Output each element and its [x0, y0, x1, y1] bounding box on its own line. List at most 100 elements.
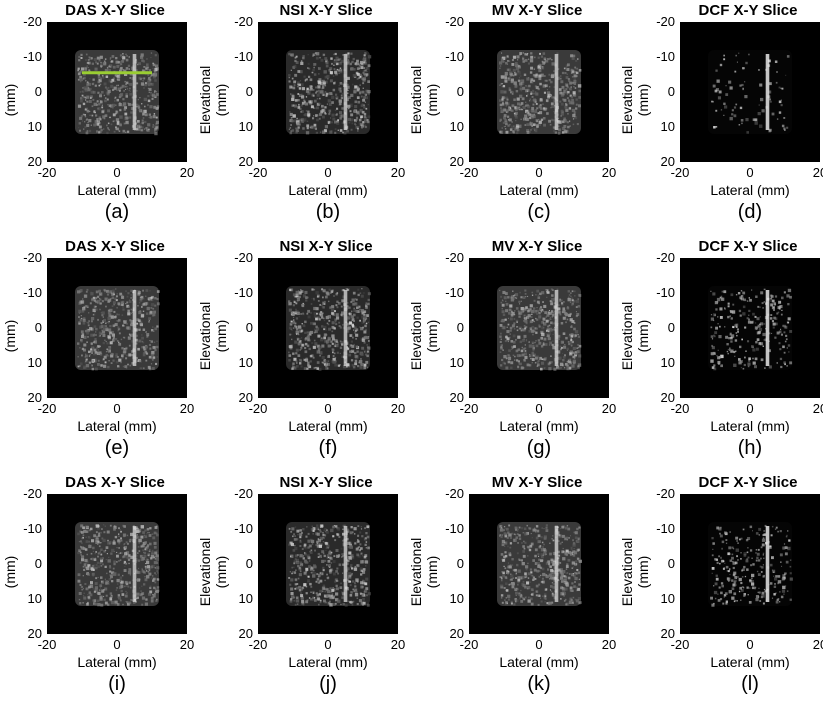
y-tick-label: -20	[234, 250, 253, 265]
x-tick-label: 0	[324, 165, 332, 180]
panel-title: NSI X-Y Slice	[279, 238, 373, 255]
panel-sublabel: (i)	[108, 673, 126, 695]
x-tick-label: 20	[812, 637, 823, 652]
panel-sublabel: (d)	[737, 201, 763, 223]
y-tick-label: 10	[449, 119, 464, 134]
speckle-region	[708, 522, 792, 606]
x-axis-label: Lateral (mm)	[77, 418, 157, 434]
panel-e: DAS X-Y Slice -20 -10 0 10 20 -20 0 20 Elevationa…	[0, 236, 205, 476]
panel-title: DAS X-Y Slice	[65, 238, 165, 255]
y-tick-label: 0	[667, 84, 675, 99]
x-axis-label: Lateral (mm)	[710, 418, 790, 434]
slice-image	[258, 258, 398, 398]
y-tick-label: 10	[238, 355, 253, 370]
x-tick-label: 20	[601, 401, 617, 416]
panel-title: DAS X-Y Slice	[65, 474, 165, 491]
y-axis-label: Elevational (mm)	[408, 301, 440, 371]
y-tick-label: 0	[245, 84, 253, 99]
slice-image	[47, 494, 187, 634]
y-tick-label: -10	[445, 49, 464, 64]
x-tick-label: 20	[179, 401, 195, 416]
x-axis-label: Lateral (mm)	[499, 182, 579, 198]
x-tick-label: -20	[670, 401, 690, 416]
panel-title: MV X-Y Slice	[491, 2, 583, 19]
panel-title: DAS X-Y Slice	[65, 2, 165, 19]
x-tick-label: -20	[37, 637, 57, 652]
panel-b: NSI X-Y Slice -20 -10 0 10 20 -20 0 20 Elevationa…	[197, 0, 416, 240]
x-tick-label: 20	[390, 401, 406, 416]
slice-svg	[708, 522, 793, 607]
y-tick-label: -10	[23, 521, 42, 536]
x-tick-label: 20	[812, 401, 823, 416]
y-tick-label: 20	[449, 390, 464, 405]
panel-j: NSI X-Y Slice -20 -10 0 10 20 -20 0 20 Elevationa…	[197, 472, 416, 712]
panel-c: MV X-Y Slice -20 -10 0 10 20 -20 0 20 Elevational…	[408, 0, 627, 240]
y-tick-label: -20	[656, 486, 675, 501]
y-tick-label: 10	[238, 591, 253, 606]
slice-svg	[286, 286, 371, 371]
slice-svg	[497, 286, 582, 371]
y-tick-label: -20	[234, 486, 253, 501]
x-tick-label: -20	[248, 401, 268, 416]
y-tick-label: 20	[27, 390, 42, 405]
panel-sublabel: (c)	[527, 201, 551, 223]
x-tick-label: -20	[37, 401, 57, 416]
x-axis-label: Lateral (mm)	[77, 182, 157, 198]
y-tick-label: 20	[449, 626, 464, 641]
y-axis-label: Elevational (mm)	[0, 65, 18, 135]
target-line	[343, 290, 348, 366]
slice-svg	[286, 522, 371, 607]
panel-i: DAS X-Y Slice -20 -10 0 10 20 -20 0 20 Elevationa…	[0, 472, 205, 712]
panel-sublabel: (l)	[741, 673, 759, 695]
target-line	[343, 54, 348, 130]
y-tick-label: -10	[23, 285, 42, 300]
y-tick-label: -10	[656, 285, 675, 300]
slice-svg	[286, 50, 372, 135]
x-tick-label: 0	[324, 637, 332, 652]
y-axis-label: Elevational (mm)	[619, 537, 651, 607]
speckle-texture	[499, 524, 582, 606]
y-tick-label: -10	[656, 521, 675, 536]
panel-sublabel: (f)	[318, 437, 338, 459]
panel-sublabel: (k)	[527, 673, 551, 695]
panel-sublabel: (b)	[315, 201, 341, 223]
panel-title: MV X-Y Slice	[491, 238, 583, 255]
y-axis-label: Elevational (mm)	[619, 301, 651, 371]
y-axis-label: Elevational (mm)	[619, 65, 651, 135]
x-tick-label: -20	[248, 165, 268, 180]
panel-sublabel: (a)	[104, 201, 130, 223]
y-tick-label: -20	[23, 250, 42, 265]
x-tick-label: -20	[670, 165, 690, 180]
panel-d: DCF X-Y Slice-20-1001020-20020Elevationa…	[619, 0, 823, 240]
x-tick-label: 0	[535, 165, 543, 180]
slice-image	[469, 22, 609, 162]
y-tick-label: 20	[660, 154, 675, 169]
y-tick-label: 20	[238, 390, 253, 405]
speckle-texture	[710, 524, 793, 607]
x-tick-label: 20	[179, 165, 195, 180]
slice-image	[47, 22, 187, 162]
x-tick-label: -20	[459, 637, 479, 652]
y-tick-label: -10	[23, 49, 42, 64]
x-axis-label: Lateral (mm)	[77, 654, 157, 670]
slice-svg	[75, 286, 160, 371]
y-tick-label: 10	[660, 591, 675, 606]
x-tick-label: -20	[459, 165, 479, 180]
speckle-region	[75, 50, 159, 134]
x-axis-label: Lateral (mm)	[288, 182, 368, 198]
slice-image	[680, 258, 820, 398]
y-axis-label: Elevational (mm)	[197, 537, 229, 607]
panel-sublabel: (g)	[526, 437, 552, 459]
y-tick-label: -20	[23, 486, 42, 501]
target-line	[343, 526, 348, 602]
y-tick-label: 10	[27, 591, 42, 606]
y-tick-label: 10	[27, 355, 42, 370]
y-tick-label: -20	[656, 250, 675, 265]
x-tick-label: 0	[746, 401, 754, 416]
panel-title: DCF X-Y Slice	[698, 474, 798, 491]
y-tick-label: -20	[23, 14, 42, 29]
y-axis-label: Elevational (mm)	[0, 537, 18, 607]
x-tick-label: 20	[179, 637, 195, 652]
y-tick-label: 10	[660, 119, 675, 134]
panel-title: DCF X-Y Slice	[698, 238, 798, 255]
